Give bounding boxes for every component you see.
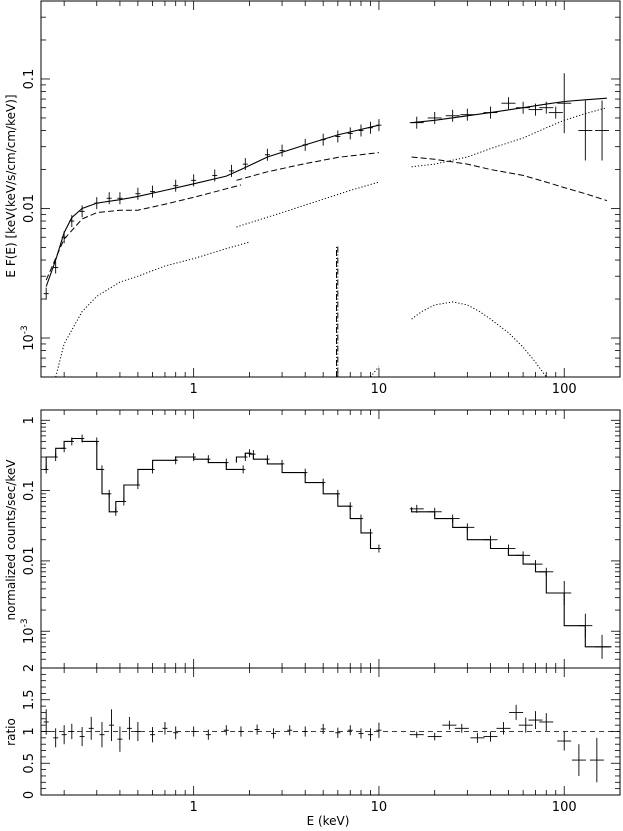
top-model-series-8 [411, 301, 547, 378]
panel-2-x-tick-label: 1 [190, 800, 198, 815]
top-model-series-6 [236, 181, 380, 228]
panel-0-frame [40, 0, 621, 378]
top-ylabel: E F(E) [keV(keV/s/cm/cm/keV)] [4, 94, 18, 277]
panel-2-y-tick-label: 1 [22, 727, 37, 735]
top-model-series-2 [45, 184, 242, 281]
panel-0-x-tick-label: 10 [371, 382, 388, 397]
panel-0-x-tick-label: 1 [190, 382, 198, 397]
top-model-series-10 [336, 245, 339, 377]
panel-bottom: 1 10 100 0 0.5 1 1.5 2 [22, 664, 621, 815]
panel-2-x-tick-label: 10 [371, 800, 388, 815]
top-model-series-3 [236, 152, 379, 181]
top-model-series-4 [411, 156, 608, 202]
middle-model-series-0 [45, 437, 244, 513]
top-model-series-5 [55, 241, 250, 378]
panel-0-y-tick-label: 0.1 [22, 69, 37, 90]
bottom-ylabel: ratio [4, 718, 18, 746]
top-model-series-9 [370, 366, 380, 378]
top-model-series-1 [411, 97, 607, 124]
panel-middle: 10-3 0.01 0.1 1 [20, 409, 621, 669]
middle-model-series-1 [235, 452, 379, 550]
panel-0-x-tick-label: 100 [552, 382, 577, 397]
panel-2-y-tick-label: 2 [22, 664, 37, 672]
panel-0-y-tick-label: 0.01 [22, 194, 37, 223]
top-model-series-0 [45, 124, 380, 287]
panel-0-y-tick-label: 10-3 [20, 325, 37, 351]
panel-1-frame [40, 409, 621, 669]
panel-2-y-tick-label: 0 [22, 791, 37, 799]
top-model-series-7 [411, 107, 608, 168]
panel-1-y-tick-label: 0.1 [22, 480, 37, 501]
panel-2-y-tick-label: 1.5 [22, 689, 37, 710]
panel-top: 1 10 100 10-3 0.01 0.1 [20, 0, 621, 397]
panel-1-y-tick-label: 0.01 [22, 546, 37, 575]
panel-1-y-tick-label: 10-3 [20, 618, 37, 644]
panel-1-y-tick-label: 1 [22, 416, 37, 424]
panel-2-y-tick-label: 0.5 [22, 753, 37, 774]
panel-2-x-tick-label: 100 [552, 800, 577, 815]
middle-ylabel: normalized counts/sec/keV [4, 459, 18, 621]
bottom-xlabel: E (keV) [307, 814, 350, 828]
